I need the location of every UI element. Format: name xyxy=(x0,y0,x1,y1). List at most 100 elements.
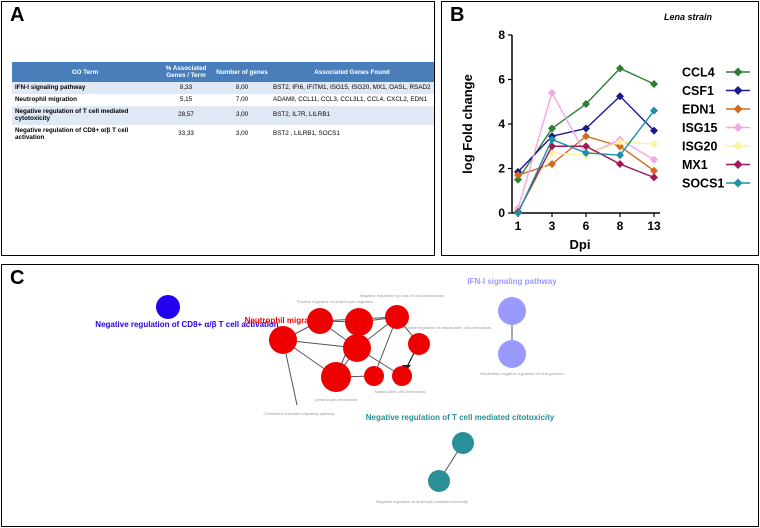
data-point-isg15 xyxy=(650,155,658,164)
row-term: Neutrophil migration xyxy=(15,96,77,104)
x-tick-label: 3 xyxy=(549,219,556,233)
data-point-mx1 xyxy=(650,173,658,182)
node-lymphocyte-chemotaxis xyxy=(321,362,351,392)
data-point-edn1 xyxy=(582,132,590,141)
data-point-socs1 xyxy=(514,209,522,217)
table-row: Negative regulation of CD8+ α/β T cell a… xyxy=(12,125,434,144)
data-point-isg20 xyxy=(650,140,658,149)
node-label: Positive regulation of lymphocyte migrat… xyxy=(297,299,373,304)
y-tick-label: 4 xyxy=(498,117,505,131)
group-label-neutrophil: Neutrophil migration xyxy=(245,316,324,325)
network-diagram: Negative regulation of CD8+ α/β T cell a… xyxy=(95,277,564,504)
y-tick-label: 2 xyxy=(498,162,505,176)
row-num: 3,00 xyxy=(235,130,249,138)
table-header-row: GO Term % Associated Genes / Term Number… xyxy=(12,62,434,83)
group-label-ifn: IFN-I signaling pathway xyxy=(467,277,557,286)
node-label: Negative regulation of leukocyte mediate… xyxy=(376,499,468,504)
node-label: Replication negative regulation of viral… xyxy=(480,371,564,376)
node-cd8-activation xyxy=(156,295,180,319)
data-point-ccl4 xyxy=(514,175,522,184)
node-neutrophil-c xyxy=(343,334,371,362)
data-point-mx1 xyxy=(582,142,590,151)
row-num: 3,00 xyxy=(214,105,270,125)
group-label-tcell: Negative regulation of T cell mediated c… xyxy=(366,413,555,422)
data-point-edn1 xyxy=(616,142,624,151)
node-pos-lymph-migration xyxy=(307,308,333,334)
header-pct: % Associated Genes / Term xyxy=(158,62,214,83)
panel-c: C Negative regulation of xyxy=(1,264,759,527)
panel-b-label: B xyxy=(450,4,465,26)
network-edges xyxy=(282,311,513,482)
y-tick-label: 6 xyxy=(498,73,505,87)
legend-marker-icon xyxy=(733,67,743,77)
table-row: Neutrophil migration 5,15 7,00 ADAM8, CC… xyxy=(12,94,434,106)
node-ifn-signaling xyxy=(498,297,526,325)
legend-marker-icon xyxy=(733,160,743,169)
data-point-edn1 xyxy=(548,160,556,169)
table-row: Negative regulation of T cell mediated c… xyxy=(12,105,434,125)
node-tcell-cytotoxicity xyxy=(452,432,474,454)
header-go-term: GO Term xyxy=(12,62,158,83)
node-neutrophil-d xyxy=(364,366,384,386)
row-genes: BST2, IL7R, LILRB1 xyxy=(270,105,434,125)
data-point-csf1 xyxy=(650,126,658,135)
panel-a-label: A xyxy=(10,4,25,26)
row-genes: ADAM8, CCL11, CCL3, CCL3L1, CCL4, CXCL2,… xyxy=(273,96,428,104)
legend-marker-icon xyxy=(733,104,743,114)
data-point-socs1 xyxy=(650,106,658,115)
node-label: Natural killer cell chemotaxis xyxy=(375,389,426,394)
data-point-isg15 xyxy=(548,88,556,97)
node-label: Negative regulation by host of viral tra… xyxy=(360,293,444,298)
legend-marker-icon xyxy=(733,141,743,151)
row-num: 8,00 xyxy=(214,82,270,95)
node-label: Lymphocyte chemotaxis xyxy=(315,397,358,402)
data-point-socs1 xyxy=(582,148,590,157)
row-term: Negative regulation of CD8+ α/β T cell a… xyxy=(15,126,129,142)
data-point-edn1 xyxy=(514,171,522,180)
data-point-ccl4 xyxy=(582,99,590,108)
panel-a: A GO Term % Associated Genes / Term Numb… xyxy=(1,1,435,256)
data-point-ccl4 xyxy=(650,79,658,88)
node-neg-viral-transcription xyxy=(385,305,409,329)
row-term: Negative regulation of T cell mediated c… xyxy=(12,105,158,125)
node-label: Chemokine-mediated signaling pathway xyxy=(264,411,335,416)
x-tick-label: 13 xyxy=(647,219,661,233)
data-point-isg20 xyxy=(616,137,624,146)
legend-marker-icon xyxy=(733,123,743,132)
row-pct: 5,15 xyxy=(179,96,193,104)
legend-label: CSF1 xyxy=(682,84,714,98)
node-leukocyte-immunity xyxy=(428,470,450,492)
go-term-table: GO Term % Associated Genes / Term Number… xyxy=(12,62,434,144)
x-tick-label: 1 xyxy=(515,219,522,233)
header-num: Number of genes xyxy=(214,62,270,83)
panel-c-label: C xyxy=(10,267,25,289)
legend-label: ISG15 xyxy=(682,121,717,135)
data-point-csf1 xyxy=(616,92,624,101)
panel-b: B Lena strain Dpi log Fold change 0 2 4 6 8 1… xyxy=(441,1,759,256)
data-point-ccl4 xyxy=(616,64,624,73)
legend-label: EDN1 xyxy=(682,103,715,117)
y-tick-label: 0 xyxy=(498,206,505,220)
y-axis-label: log Fold change xyxy=(460,74,475,174)
data-point-socs1 xyxy=(548,135,556,144)
node-label: Positive regulation of natural killer ce… xyxy=(403,325,491,330)
x-tick-label: 8 xyxy=(617,219,624,233)
y-tick-label: 8 xyxy=(498,28,505,42)
row-pct: 33,33 xyxy=(178,130,194,138)
row-pct: 28,57 xyxy=(158,105,214,125)
node-neutrophil-b xyxy=(345,308,373,336)
legend-marker-icon xyxy=(733,86,743,95)
node-pos-nk-chemotaxis xyxy=(408,333,430,355)
legend-label: SOCS1 xyxy=(682,177,724,191)
data-point-socs1 xyxy=(616,151,624,160)
node-nk-chemotaxis xyxy=(392,366,412,386)
chart-title: Lena strain xyxy=(664,12,713,22)
row-genes: BST2, IFI6, IFITM1, ISG15, ISG20, MX1, O… xyxy=(270,82,434,95)
data-point-edn1 xyxy=(650,166,658,175)
legend-marker-icon xyxy=(733,178,743,188)
group-label-cd8: Negative regulation of CD8+ α/β T cell a… xyxy=(95,320,279,329)
data-point-csf1 xyxy=(582,124,590,133)
x-tick-label: 6 xyxy=(583,219,590,233)
x-axis-label: Dpi xyxy=(570,237,591,252)
